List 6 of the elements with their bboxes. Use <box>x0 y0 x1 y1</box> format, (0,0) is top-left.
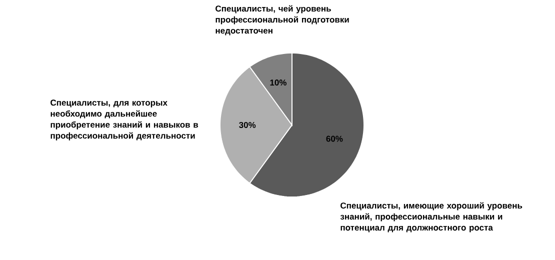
slice-label: Специалисты, чей уровень профессиональной подготовки недостаточен <box>216 5 349 36</box>
data-label: 30% <box>239 122 256 128</box>
data-label: 10% <box>270 80 286 86</box>
slice-label: Специалисты, для которых необходимо дальнейшее приобретение знаний и навыков в профессиональной деятельности <box>50 100 198 140</box>
slice-label: Специалисты, имеющие хороший уровень знаний, профессиональные навыки и потенциал для должностного роста <box>340 202 522 232</box>
data-label: 60% <box>326 136 343 142</box>
